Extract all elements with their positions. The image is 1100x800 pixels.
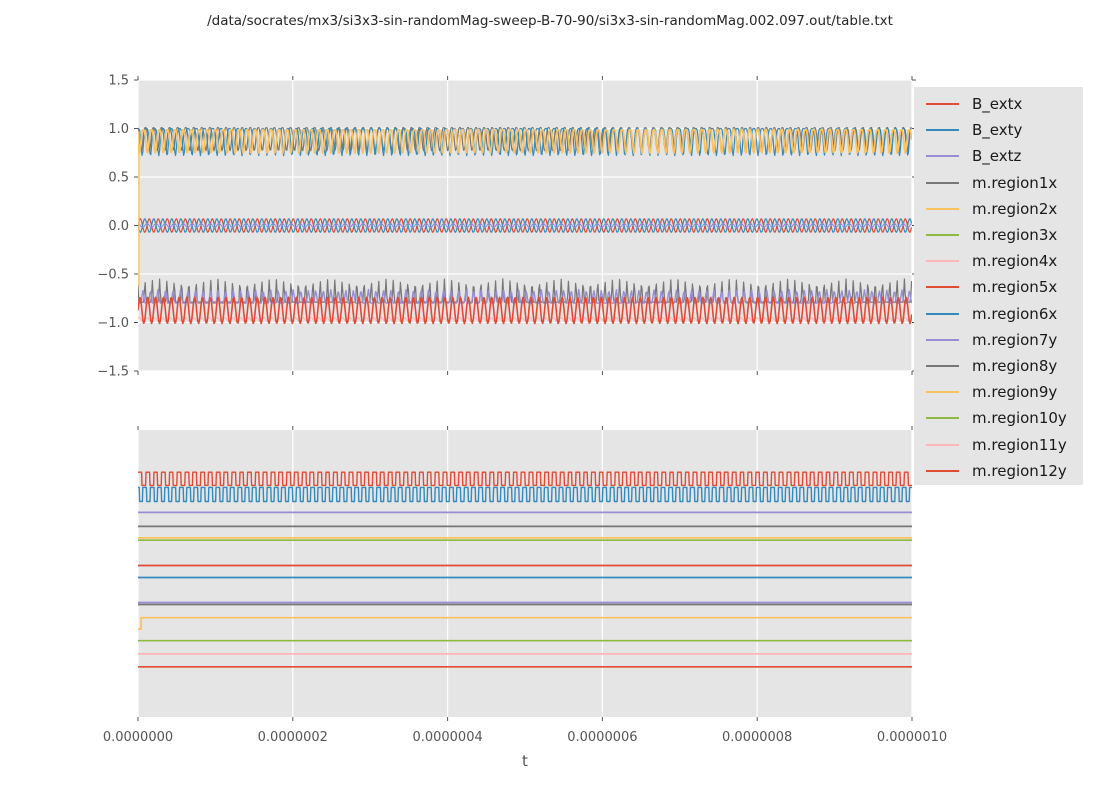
legend-line-sample: [926, 155, 959, 158]
legend-entry: m.region4x: [914, 248, 1083, 274]
legend-label: B_exty: [972, 121, 1023, 140]
series-B_extz: [138, 222, 912, 229]
legend-entry: m.region6x: [914, 301, 1083, 327]
legend-line-sample: [926, 338, 959, 341]
series-square-red: [138, 471, 912, 487]
x-tick-label: 0.0000002: [258, 730, 328, 745]
top-subplot: 1.5 1.0 0.5 0.0 −0.5 −1.0 −1.5: [97, 74, 916, 380]
legend-line-sample: [926, 181, 959, 184]
legend-entry: m.region8y: [914, 353, 1083, 379]
series-m.region5x: [138, 296, 912, 325]
legend-entry: m.region12y: [914, 458, 1083, 484]
legend-line-sample: [926, 129, 959, 132]
legend-label: m.region8y: [972, 356, 1058, 375]
legend-entry: m.region7y: [914, 327, 1083, 353]
series-m.region1x: [138, 126, 912, 152]
figure-title: /data/socrates/mx3/si3x3-sin-randomMag-s…: [207, 13, 893, 29]
legend-label: m.region4x: [972, 252, 1058, 271]
legend-entry: m.region9y: [914, 379, 1083, 405]
y-tick-label: 1.5: [108, 74, 129, 89]
legend-label: B_extx: [972, 95, 1023, 114]
legend-entry: B_extx: [914, 91, 1083, 117]
y-tick-label: 0.5: [108, 171, 129, 186]
legend-label: m.region9y: [972, 383, 1058, 402]
series-square-blue: [138, 486, 912, 503]
legend-line-sample: [926, 469, 959, 472]
bottom-subplot: 0.0000000 0.0000002 0.0000004 0.0000006 0.00…: [103, 426, 947, 745]
legend-label: m.region6x: [972, 304, 1058, 323]
legend-line-sample: [926, 234, 959, 237]
legend-label: m.region5x: [972, 278, 1058, 297]
series-m.region11y: [138, 317, 912, 323]
legend-label: B_extz: [972, 147, 1022, 166]
series-flat-orange-2: [138, 616, 912, 631]
legend-entry: m.region10y: [914, 405, 1083, 431]
y-tick-label: 1.0: [108, 122, 129, 137]
legend-line-sample: [926, 391, 959, 394]
legend-label: m.region1x: [972, 173, 1058, 192]
x-tick-label: 0.0000008: [722, 730, 792, 745]
y-tick-label: 0.0: [108, 219, 129, 234]
legend-line-sample: [926, 312, 959, 315]
legend-entry: m.region1x: [914, 170, 1083, 196]
legend-line-sample: [926, 286, 959, 289]
legend-entry: m.region11y: [914, 431, 1083, 457]
legend-entry: B_extz: [914, 143, 1083, 169]
y-tick-label: −1.0: [97, 316, 129, 331]
y-tick-label: −1.5: [97, 365, 129, 380]
legend-label: m.region11y: [972, 435, 1067, 454]
legend-label: m.region12y: [972, 461, 1067, 480]
legend-label: m.region7y: [972, 330, 1058, 349]
x-tick-label: 0.0000010: [877, 730, 947, 745]
series-m.region9y: [138, 128, 912, 155]
legend-label: m.region2x: [972, 199, 1058, 218]
x-tick-label: 0.0000000: [103, 730, 173, 745]
legend-line-sample: [926, 417, 959, 420]
legend-entry: m.region3x: [914, 222, 1083, 248]
y-tick-label: −0.5: [97, 268, 129, 283]
legend-line-sample: [926, 443, 959, 446]
legend-line-sample: [926, 260, 959, 263]
x-axis-label: t: [522, 752, 528, 770]
x-tick-label: 0.0000004: [412, 730, 482, 745]
x-tick-label: 0.0000006: [567, 730, 637, 745]
legend-label: m.region3x: [972, 226, 1058, 245]
series-B_exty: [138, 127, 912, 157]
legend-line-sample: [926, 103, 959, 106]
legend: B_extx B_exty B_extz m.region1x m.region2x m.…: [914, 87, 1083, 485]
legend-entry: B_exty: [914, 117, 1083, 143]
legend-entry: m.region2x: [914, 196, 1083, 222]
legend-entry: m.region5x: [914, 274, 1083, 300]
legend-label: m.region10y: [972, 409, 1067, 428]
legend-line-sample: [926, 364, 959, 367]
legend-line-sample: [926, 207, 959, 210]
